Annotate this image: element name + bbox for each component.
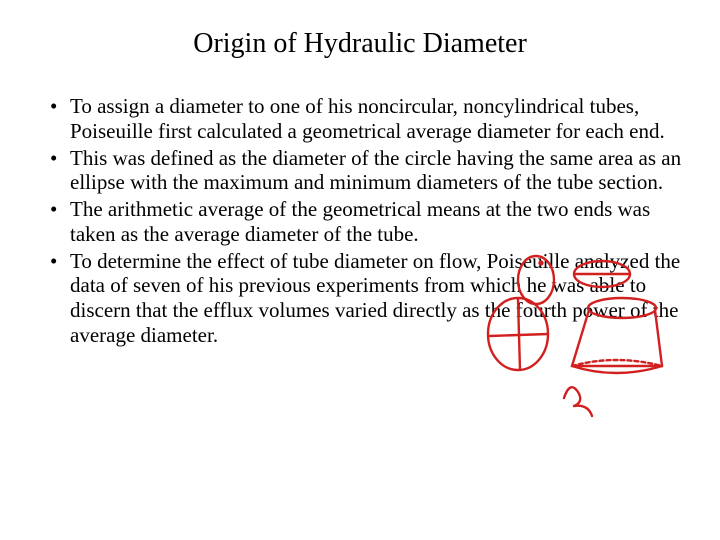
slide-title: Origin of Hydraulic Diameter	[38, 28, 682, 60]
slide-content: Origin of Hydraulic Diameter To assign a…	[0, 0, 720, 348]
bullet-item: The arithmetic average of the geometrica…	[46, 197, 682, 247]
bullet-item: This was defined as the diameter of the …	[46, 146, 682, 196]
bullet-item: To determine the effect of tube diameter…	[46, 249, 682, 348]
bullet-item: To assign a diameter to one of his nonci…	[46, 94, 682, 144]
bullet-list: To assign a diameter to one of his nonci…	[38, 94, 682, 348]
